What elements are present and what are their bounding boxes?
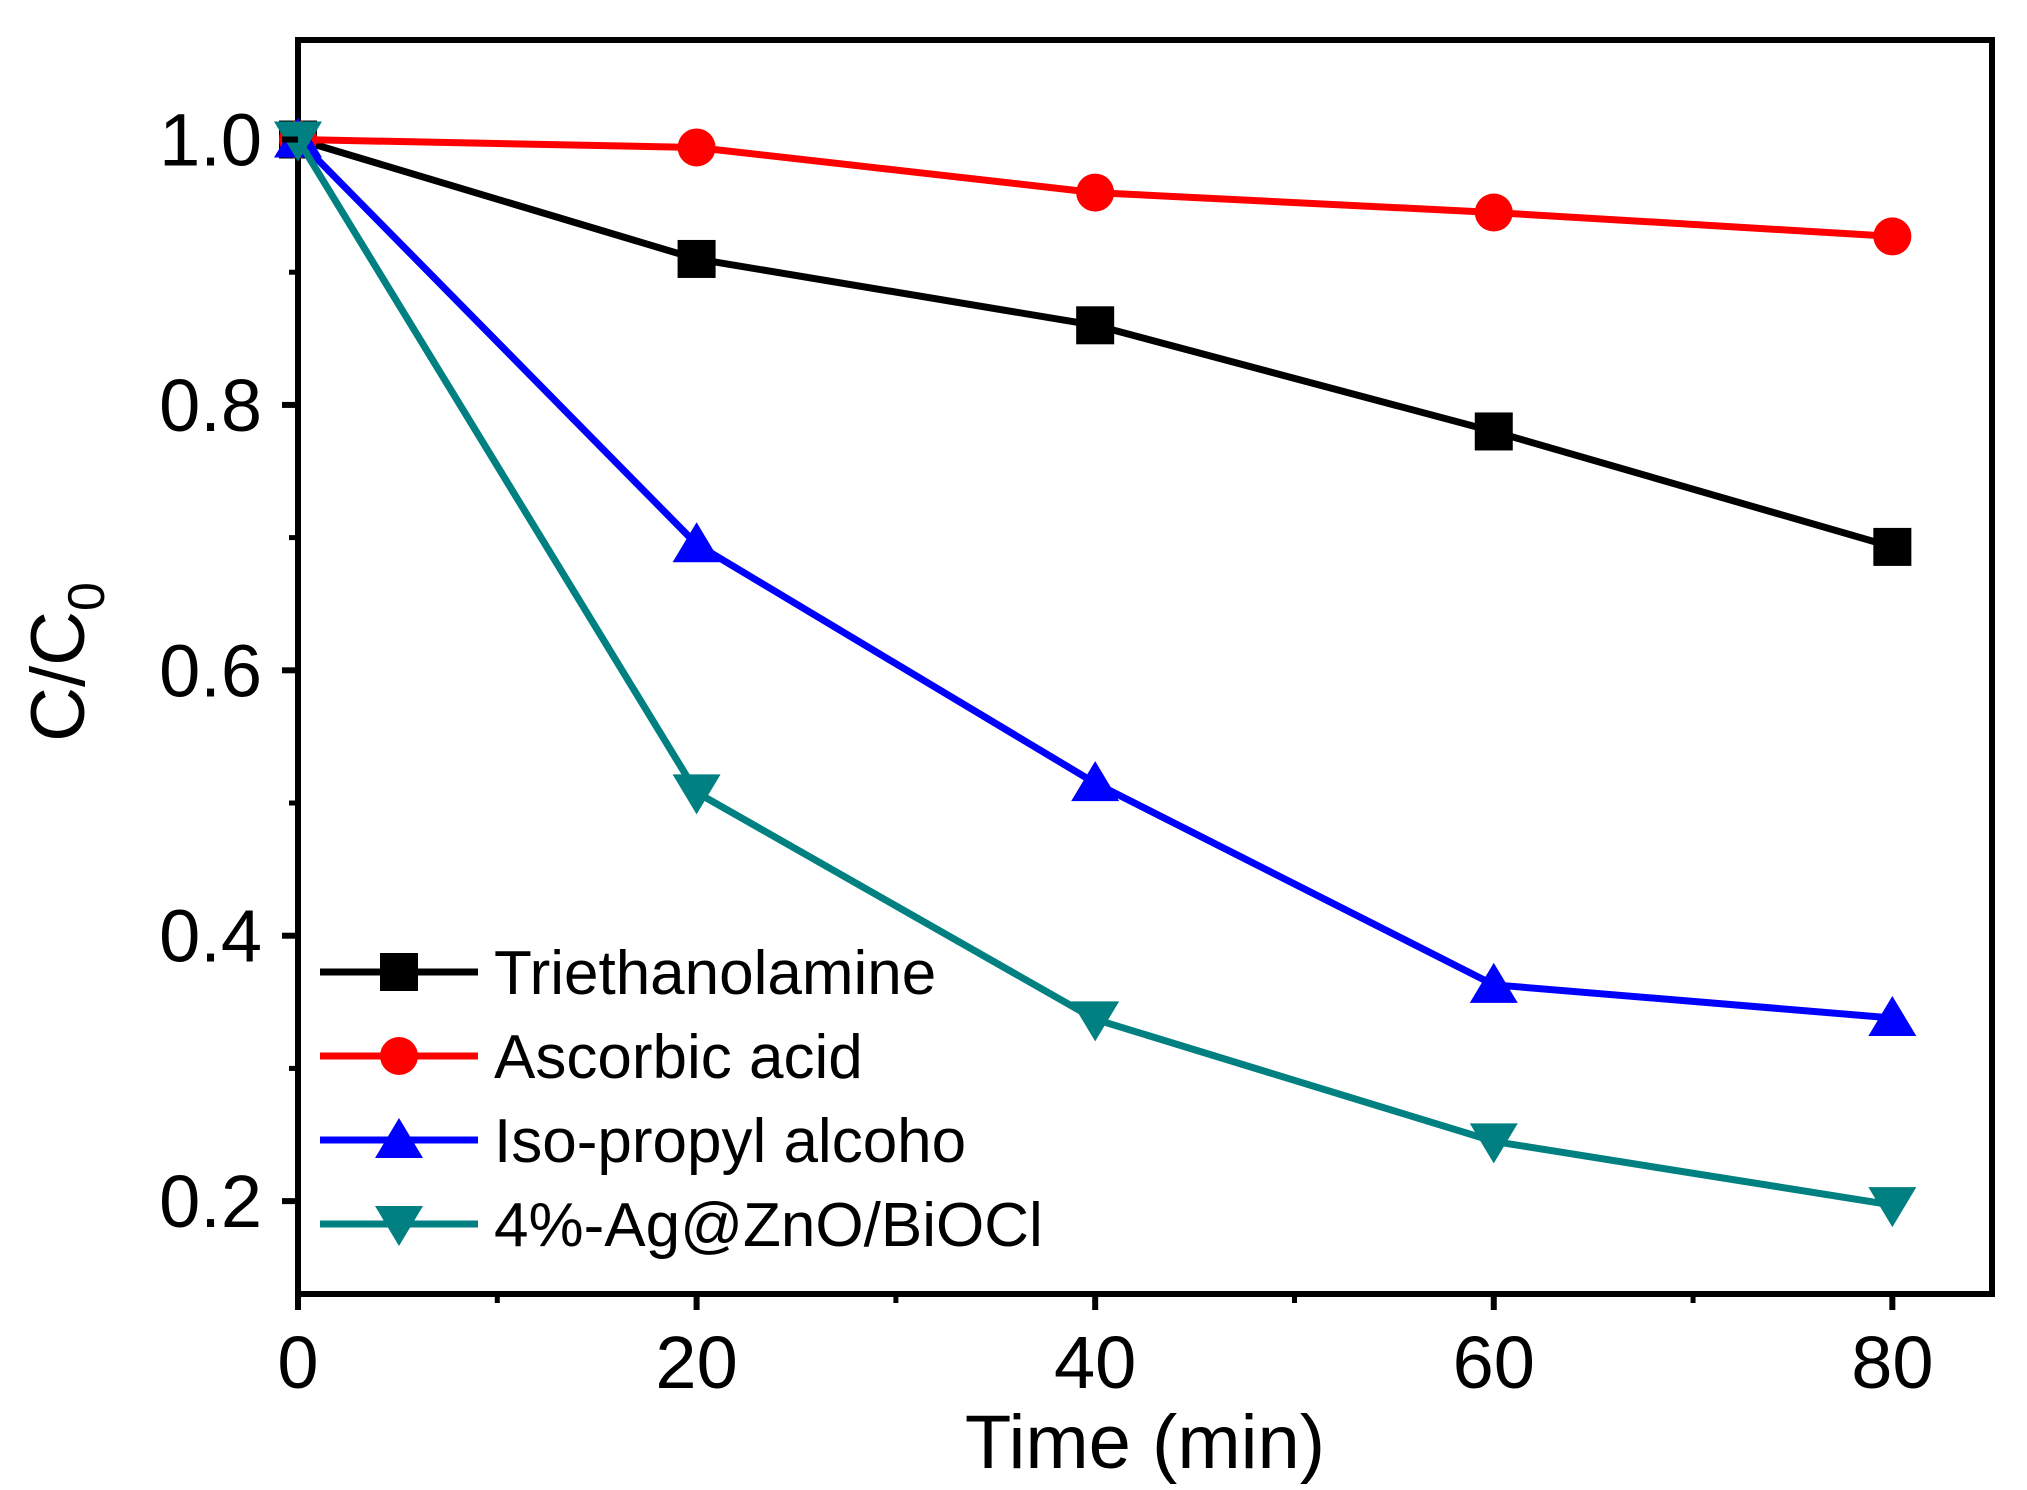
x-tick-label: 80: [1851, 1321, 1933, 1404]
legend-entry: Triethanolamine: [320, 939, 936, 1008]
data-point: [1469, 1123, 1518, 1164]
data-point: [1076, 306, 1115, 345]
legend-marker: [380, 953, 418, 991]
plot-area: [295, 37, 1995, 1297]
series-line: [295, 137, 1893, 1022]
data-point: [1868, 995, 1917, 1036]
legend-label: Iso-propyl alcoho: [494, 1107, 966, 1176]
data-point: [1873, 527, 1912, 566]
legend: Triethanolamine Ascorbic acid Iso-propyl a…: [320, 939, 1043, 1260]
plot-frame: [295, 37, 1995, 1297]
y-axis-title-subscript: 0: [58, 582, 116, 611]
series-4: [274, 121, 1917, 1228]
data-point: [1474, 412, 1513, 451]
axes: 0 20 40 60 80 0.2 0.4 0.6 0.8 1.0: [159, 99, 1933, 1404]
data-point: [1071, 761, 1120, 802]
legend-entry: Iso-propyl alcoho: [320, 1107, 966, 1176]
legend-label: Ascorbic acid: [494, 1023, 863, 1092]
y-axis-title-main: C/C: [16, 611, 101, 742]
legend-marker: [375, 1206, 423, 1246]
x-tick-label: 0: [277, 1321, 318, 1404]
data-point: [672, 522, 721, 563]
data-point: [1873, 217, 1912, 256]
series-layer: [274, 117, 1917, 1228]
series-3: [274, 117, 1917, 1036]
y-axis-title: C/C0: [16, 582, 116, 742]
x-tick-label: 40: [1054, 1321, 1136, 1404]
series-2: [279, 120, 1912, 256]
x-axis-title: Time (min): [965, 1400, 1325, 1485]
y-tick-label: 0.2: [159, 1160, 262, 1243]
legend-entry: Ascorbic acid: [320, 1023, 863, 1092]
data-point: [677, 239, 716, 278]
y-tick-label: 0.4: [159, 895, 262, 978]
data-point: [1076, 173, 1115, 212]
y-tick-label: 0.6: [159, 629, 262, 712]
legend-label: 4%-Ag@ZnO/BiOCl: [494, 1191, 1043, 1260]
data-point: [1868, 1187, 1917, 1228]
legend-marker: [375, 1118, 423, 1158]
x-tick-label: 20: [655, 1321, 737, 1404]
y-tick-label: 1.0: [159, 99, 262, 182]
data-point: [672, 774, 721, 815]
data-point: [1474, 193, 1513, 232]
x-tick-label: 60: [1453, 1321, 1535, 1404]
data-point: [1071, 1001, 1120, 1042]
legend-entry: 4%-Ag@ZnO/BiOCl: [320, 1191, 1043, 1260]
legend-label: Triethanolamine: [494, 939, 936, 1008]
data-point: [677, 128, 716, 167]
data-point: [1469, 962, 1518, 1003]
legend-marker: [380, 1037, 418, 1075]
y-tick-label: 0.8: [159, 364, 262, 447]
